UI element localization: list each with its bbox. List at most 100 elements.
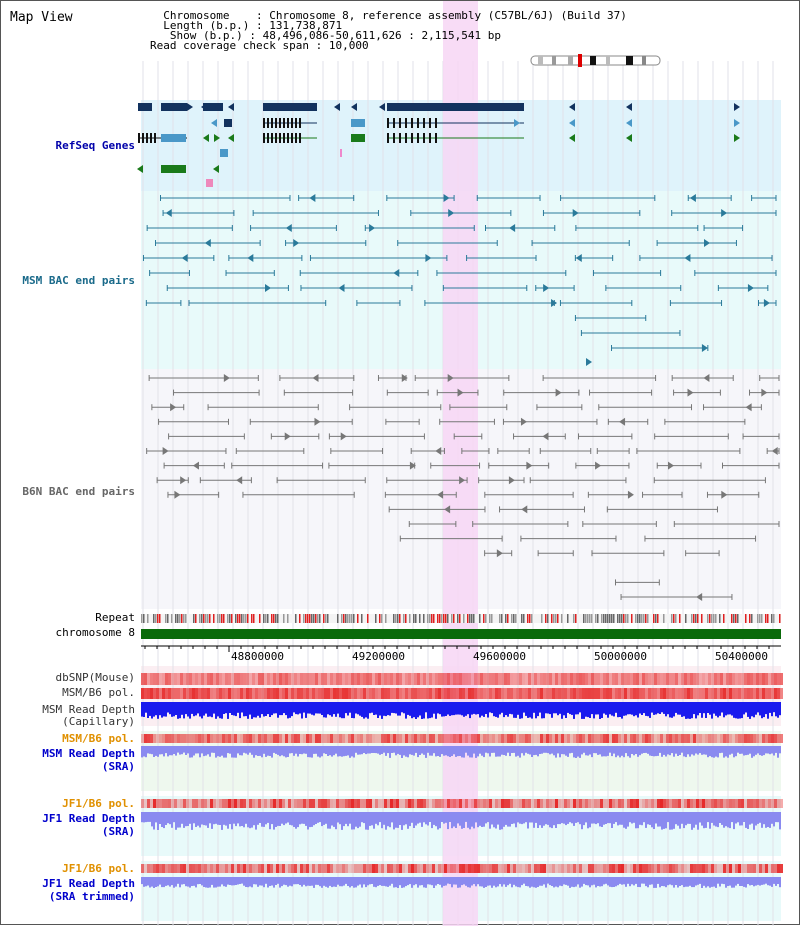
depth-bar: [359, 746, 361, 755]
axis-tick-label: 50000000: [594, 650, 647, 663]
heat-cell: [672, 799, 675, 808]
depth-bar: [327, 812, 329, 829]
track-label-msm-depth-sra[interactable]: MSM Read Depth (SRA): [11, 747, 135, 773]
heat-cell: [285, 673, 288, 685]
heat-cell: [663, 864, 666, 873]
depth-bar: [751, 746, 753, 758]
depth-bar: [687, 812, 689, 824]
gene-arrow: [734, 134, 740, 142]
depth-bar: [231, 812, 233, 830]
track-label-msm-bac[interactable]: MSM BAC end pairs: [22, 274, 135, 287]
gene-exon: [279, 118, 281, 128]
heat-cell: [204, 864, 207, 873]
depth-bar: [325, 702, 327, 718]
track-label-msm-depth-capillary[interactable]: MSM Read Depth (Capillary): [11, 704, 135, 728]
heat-cell: [546, 673, 549, 685]
depth-bar: [397, 812, 399, 828]
heat-cell: [498, 673, 501, 685]
heat-cell: [372, 734, 375, 743]
heat-cell: [468, 673, 471, 685]
heat-cell: [255, 688, 258, 699]
depth-bar: [303, 702, 305, 713]
depth-bar: [261, 812, 263, 827]
depth-bar: [729, 702, 731, 715]
depth-bar: [433, 812, 435, 825]
depth-bar: [515, 877, 517, 887]
depth-bar: [143, 812, 145, 823]
heat-cell: [753, 734, 756, 743]
depth-bar: [551, 746, 553, 754]
heat-cell: [471, 799, 474, 808]
repeat-element: [609, 614, 611, 623]
depth-bar: [771, 746, 773, 754]
depth-bar: [429, 746, 431, 756]
heat-cell: [339, 864, 342, 873]
depth-bar: [469, 702, 471, 719]
depth-bar: [593, 746, 595, 754]
track-label-repeat[interactable]: Repeat: [95, 611, 135, 624]
heat-cell: [378, 688, 381, 699]
depth-bar: [573, 746, 575, 758]
depth-bar: [601, 812, 603, 827]
track-label-jf1-b6-pol-2[interactable]: JF1/B6 pol.: [62, 862, 135, 875]
depth-bar: [565, 746, 567, 756]
heat-cell: [360, 799, 363, 808]
heat-cell: [639, 673, 642, 685]
repeat-element: [273, 614, 275, 623]
depth-bar: [501, 877, 503, 887]
heat-cell: [351, 688, 354, 699]
depth-bar: [313, 702, 315, 716]
depth-bar: [585, 702, 587, 717]
heat-cell: [180, 673, 183, 685]
gene-arrow: [459, 476, 466, 485]
depth-bar: [329, 812, 331, 829]
depth-bar: [725, 702, 727, 716]
heat-cell: [705, 688, 708, 699]
heat-cell: [279, 734, 282, 743]
track-label-dbsnp[interactable]: dbSNP(Mouse): [55, 671, 135, 684]
depth-bar: [369, 877, 371, 885]
depth-bar: [355, 812, 357, 827]
depth-bar: [713, 877, 715, 887]
depth-bar: [209, 702, 211, 717]
depth-bar: [227, 702, 229, 719]
track-label-refseq[interactable]: RefSeq Genes: [55, 139, 135, 152]
repeat-element: [165, 614, 167, 623]
track-label-chromosome[interactable]: chromosome 8: [55, 626, 135, 639]
depth-bar: [407, 702, 409, 715]
heat-cell: [609, 688, 612, 699]
heat-cell: [357, 799, 360, 808]
depth-bar: [525, 812, 527, 823]
chromosome-ideogram[interactable]: [530, 54, 662, 68]
track-label-b6n-bac[interactable]: B6N BAC end pairs: [22, 485, 135, 498]
heat-cell: [684, 673, 687, 685]
heat-cell: [447, 799, 450, 808]
heat-cell: [480, 673, 483, 685]
heat-cell: [336, 673, 339, 685]
heat-cell: [486, 864, 489, 873]
heat-cell: [444, 864, 447, 873]
heat-cell: [396, 673, 399, 685]
heat-cell: [438, 734, 441, 743]
depth-bar: [211, 877, 213, 885]
heat-cell: [282, 688, 285, 699]
depth-bar: [361, 877, 363, 888]
depth-bar: [349, 877, 351, 888]
gene-arrow: [626, 134, 632, 142]
track-label-jf1-depth-trimmed[interactable]: JF1 Read Depth (SRA trimmed): [11, 877, 135, 903]
heat-cell: [243, 799, 246, 808]
heat-cell: [399, 799, 402, 808]
track-label-jf1-b6-pol[interactable]: JF1/B6 pol.: [62, 797, 135, 810]
track-label-jf1-depth-sra[interactable]: JF1 Read Depth (SRA): [11, 812, 135, 838]
track-label-msm-b6-pol-2[interactable]: MSM/B6 pol.: [62, 732, 135, 745]
depth-bar: [309, 877, 311, 886]
depth-bar: [441, 702, 443, 717]
depth-bar: [751, 812, 753, 824]
track-label-msm-b6-pol[interactable]: MSM/B6 pol.: [62, 686, 135, 699]
depth-bar: [429, 877, 431, 885]
heat-cell: [744, 673, 747, 685]
depth-bar: [609, 812, 611, 824]
heat-cell: [762, 673, 765, 685]
repeat-element: [611, 614, 613, 623]
